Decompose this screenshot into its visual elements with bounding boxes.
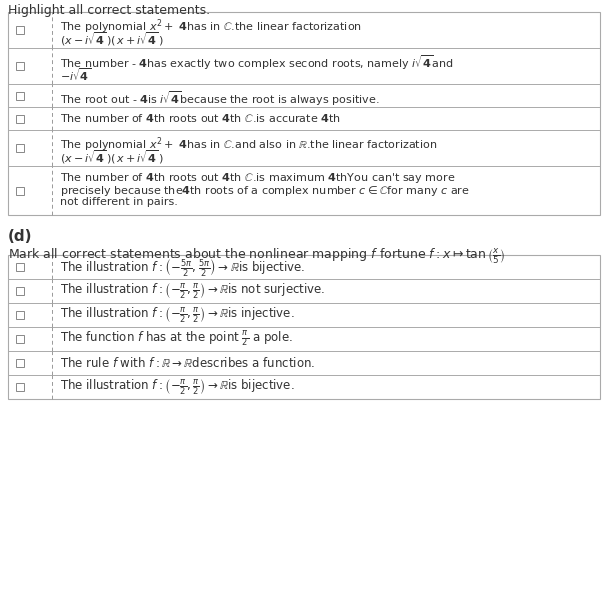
- Bar: [16, 62, 24, 70]
- Text: The rule $f$ with $f : \mathbb{R} \to \mathbb{R}$describes a function.: The rule $f$ with $f : \mathbb{R} \to \m…: [60, 356, 315, 370]
- Text: The polynomial $x^2 + $ $\mathbf{4}$has in $\mathbb{C}$.the linear factorization: The polynomial $x^2 + $ $\mathbf{4}$has …: [60, 17, 362, 35]
- Text: The number - $\mathbf{4}$has exactly two complex second roots, namely $i\sqrt{\m: The number - $\mathbf{4}$has exactly two…: [60, 53, 453, 72]
- Text: Highlight all correct statements.: Highlight all correct statements.: [8, 4, 210, 17]
- Text: not different in pairs.: not different in pairs.: [60, 197, 178, 207]
- Text: The illustration $f : \left(-\frac{\pi}{2}, \frac{\pi}{2}\right) \to \mathbb{R}$: The illustration $f : \left(-\frac{\pi}{…: [60, 378, 295, 396]
- Bar: [16, 383, 24, 391]
- Text: The number of $\mathbf{4}$th roots out $\mathbf{4}$th $\mathbb{C}$.is maximum $\: The number of $\mathbf{4}$th roots out $…: [60, 171, 455, 185]
- Bar: [16, 144, 24, 152]
- Text: The function $f$ has at the point $\frac{\pi}{2}$ a pole.: The function $f$ has at the point $\frac…: [60, 329, 293, 348]
- Bar: [16, 114, 24, 122]
- Text: (d): (d): [8, 229, 32, 244]
- Text: The root out - $\mathbf{4}$is $i\sqrt{\mathbf{4}}$because the root is always pos: The root out - $\mathbf{4}$is $i\sqrt{\m…: [60, 89, 379, 108]
- Text: $-i\sqrt{\mathbf{4}}$: $-i\sqrt{\mathbf{4}}$: [60, 66, 91, 83]
- Bar: [16, 287, 24, 295]
- Text: $(x - i\sqrt{\mathbf{4}}\,)(\,x + i\sqrt{\mathbf{4}}\,)$: $(x - i\sqrt{\mathbf{4}}\,)(\,x + i\sqrt…: [60, 148, 164, 166]
- Bar: [16, 311, 24, 319]
- Text: precisely because the$\mathbf{4}$th roots of a complex number $c \in \mathbb{C}$: precisely because the$\mathbf{4}$th root…: [60, 184, 470, 198]
- Bar: [16, 26, 24, 34]
- Bar: [8, 12, 600, 215]
- Bar: [16, 263, 24, 271]
- Text: The illustration $f : \left(-\frac{5\pi}{2}, \frac{5\pi}{2}\right) \to \mathbb{R: The illustration $f : \left(-\frac{5\pi}…: [60, 256, 306, 278]
- Text: The number of $\mathbf{4}$th roots out $\mathbf{4}$th $\mathbb{C}$.is accurate $: The number of $\mathbf{4}$th roots out $…: [60, 112, 341, 124]
- Bar: [8, 255, 600, 399]
- Text: $(x - i\sqrt{\mathbf{4}}\,)(\,x + i\sqrt{\mathbf{4}}\,)$: $(x - i\sqrt{\mathbf{4}}\,)(\,x + i\sqrt…: [60, 30, 164, 48]
- Text: The illustration $f : \left(-\frac{\pi}{2}, \frac{\pi}{2}\right) \to \mathbb{R}$: The illustration $f : \left(-\frac{\pi}{…: [60, 306, 295, 325]
- Text: Mark all correct statements about the nonlinear mapping $f$ fortune $f : x \maps: Mark all correct statements about the no…: [8, 247, 505, 266]
- Text: The illustration $f : \left(-\frac{\pi}{2}, \frac{\pi}{2}\right) \to \mathbb{R}$: The illustration $f : \left(-\frac{\pi}{…: [60, 281, 325, 300]
- Text: The polynomial $x^2 + $ $\mathbf{4}$has in $\mathbb{C}$.and also in $\mathbb{R}$: The polynomial $x^2 + $ $\mathbf{4}$has …: [60, 135, 437, 153]
- Bar: [16, 91, 24, 99]
- Bar: [16, 359, 24, 367]
- Bar: [16, 335, 24, 343]
- Bar: [16, 186, 24, 194]
